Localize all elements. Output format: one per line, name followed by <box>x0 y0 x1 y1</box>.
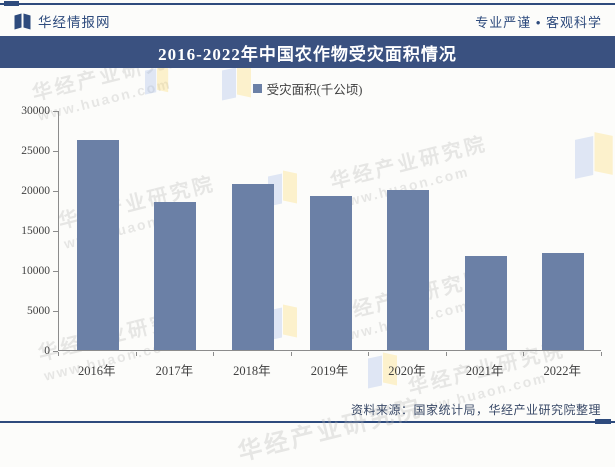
brand-name: 华经情报网 <box>38 15 111 30</box>
top-border-dash <box>4 1 19 6</box>
x-axis-tick <box>135 352 137 356</box>
bar-2020年 <box>387 190 430 350</box>
y-axis-label: 30000 <box>21 105 50 117</box>
top-border-line <box>0 3 615 5</box>
x-axis-label: 2016年 <box>78 364 116 378</box>
bar-2016年 <box>76 140 119 350</box>
bottom-border-dash <box>595 419 611 424</box>
header: 华经情报网 专业严谨 • 客观科学 <box>0 8 615 34</box>
y-axis-tick <box>53 271 58 272</box>
title-banner: 2016-2022年中国农作物受灾面积情况 <box>0 36 615 68</box>
x-axis-tick <box>290 352 292 356</box>
y-axis-label: 25000 <box>21 145 50 157</box>
bar-2022年 <box>542 253 585 350</box>
y-axis-label: 0 <box>44 345 50 357</box>
bottom-border-line <box>0 421 615 423</box>
x-axis-tick <box>601 352 602 356</box>
bar-2019年 <box>309 195 352 350</box>
legend-label: 受灾面积(千公顷) <box>266 83 363 97</box>
legend-swatch-icon <box>252 84 262 93</box>
x-axis-tick <box>523 352 525 356</box>
x-axis-tick <box>368 352 370 356</box>
chart-title: 2016-2022年中国农作物受灾面积情况 <box>158 44 457 64</box>
brand-logo-icon <box>14 13 31 29</box>
y-axis-label: 15000 <box>21 225 50 237</box>
y-axis-tick <box>53 351 58 352</box>
y-axis-tick <box>53 111 58 112</box>
bar-2017年 <box>154 202 197 350</box>
y-axis-label: 10000 <box>21 265 50 277</box>
x-axis-label: 2017年 <box>155 364 194 378</box>
x-axis-label: 2018年 <box>233 364 271 378</box>
y-axis-label: 5000 <box>27 305 50 317</box>
source-note: 资料来源：国家统计局，华经产业研究院整理 <box>350 403 601 417</box>
chart-legend: 受灾面积(千公顷) <box>0 79 615 98</box>
x-axis-label: 2020年 <box>388 364 426 378</box>
header-slogan: 专业严谨 • 客观科学 <box>475 14 602 30</box>
x-axis-tick <box>58 352 59 356</box>
plot-area <box>58 111 601 351</box>
y-axis-label: 20000 <box>21 185 50 197</box>
x-axis-label: 2019年 <box>310 364 349 378</box>
x-axis-label: 2022年 <box>543 364 581 378</box>
y-axis-tick <box>53 311 58 312</box>
y-axis-tick <box>53 191 58 192</box>
watermark-text: 华经产业研究院 <box>235 394 426 467</box>
x-axis-label: 2021年 <box>465 364 504 378</box>
y-axis-tick <box>53 231 58 232</box>
y-axis-tick <box>53 151 58 152</box>
bar-2018年 <box>231 183 274 350</box>
x-axis-tick <box>213 352 215 356</box>
brand: 华经情报网 <box>13 11 111 31</box>
x-axis-tick <box>445 352 447 356</box>
bar-2021年 <box>464 256 507 350</box>
